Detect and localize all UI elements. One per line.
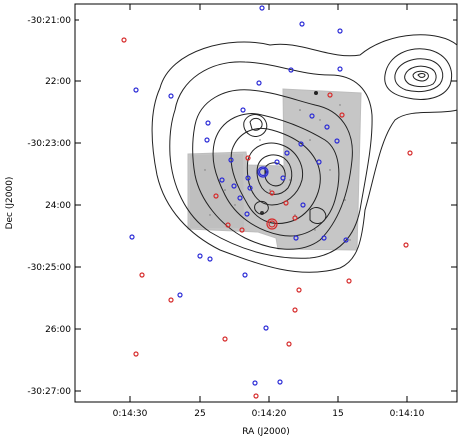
axis-ticks (75, 4, 457, 402)
blue-galaxy-markers (129, 5, 349, 386)
y-tick-label: 26:00 (45, 325, 71, 335)
x-tick-label: 0:14:20 (252, 409, 287, 419)
red-galaxy-markers (121, 37, 413, 399)
y-tick-label: 22:00 (45, 77, 71, 87)
optical-image (187, 88, 362, 251)
x-tick-label: 15 (332, 409, 343, 419)
y-tick-label: -30:25:00 (27, 263, 71, 273)
x-axis-label: RA (J2000) (242, 427, 290, 437)
y-tick-label: -30:27:00 (27, 387, 71, 397)
x-tick-label: 25 (194, 409, 205, 419)
y-tick-label: -30:23:00 (27, 139, 71, 149)
y-tick-label: 24:00 (45, 201, 71, 211)
y-tick-label: -30:21:00 (27, 16, 71, 26)
y-axis-label: Dec (J2000) (5, 177, 15, 230)
x-tick-label: 0:14:30 (113, 409, 148, 419)
x-tick-label: 0:14:10 (390, 409, 425, 419)
